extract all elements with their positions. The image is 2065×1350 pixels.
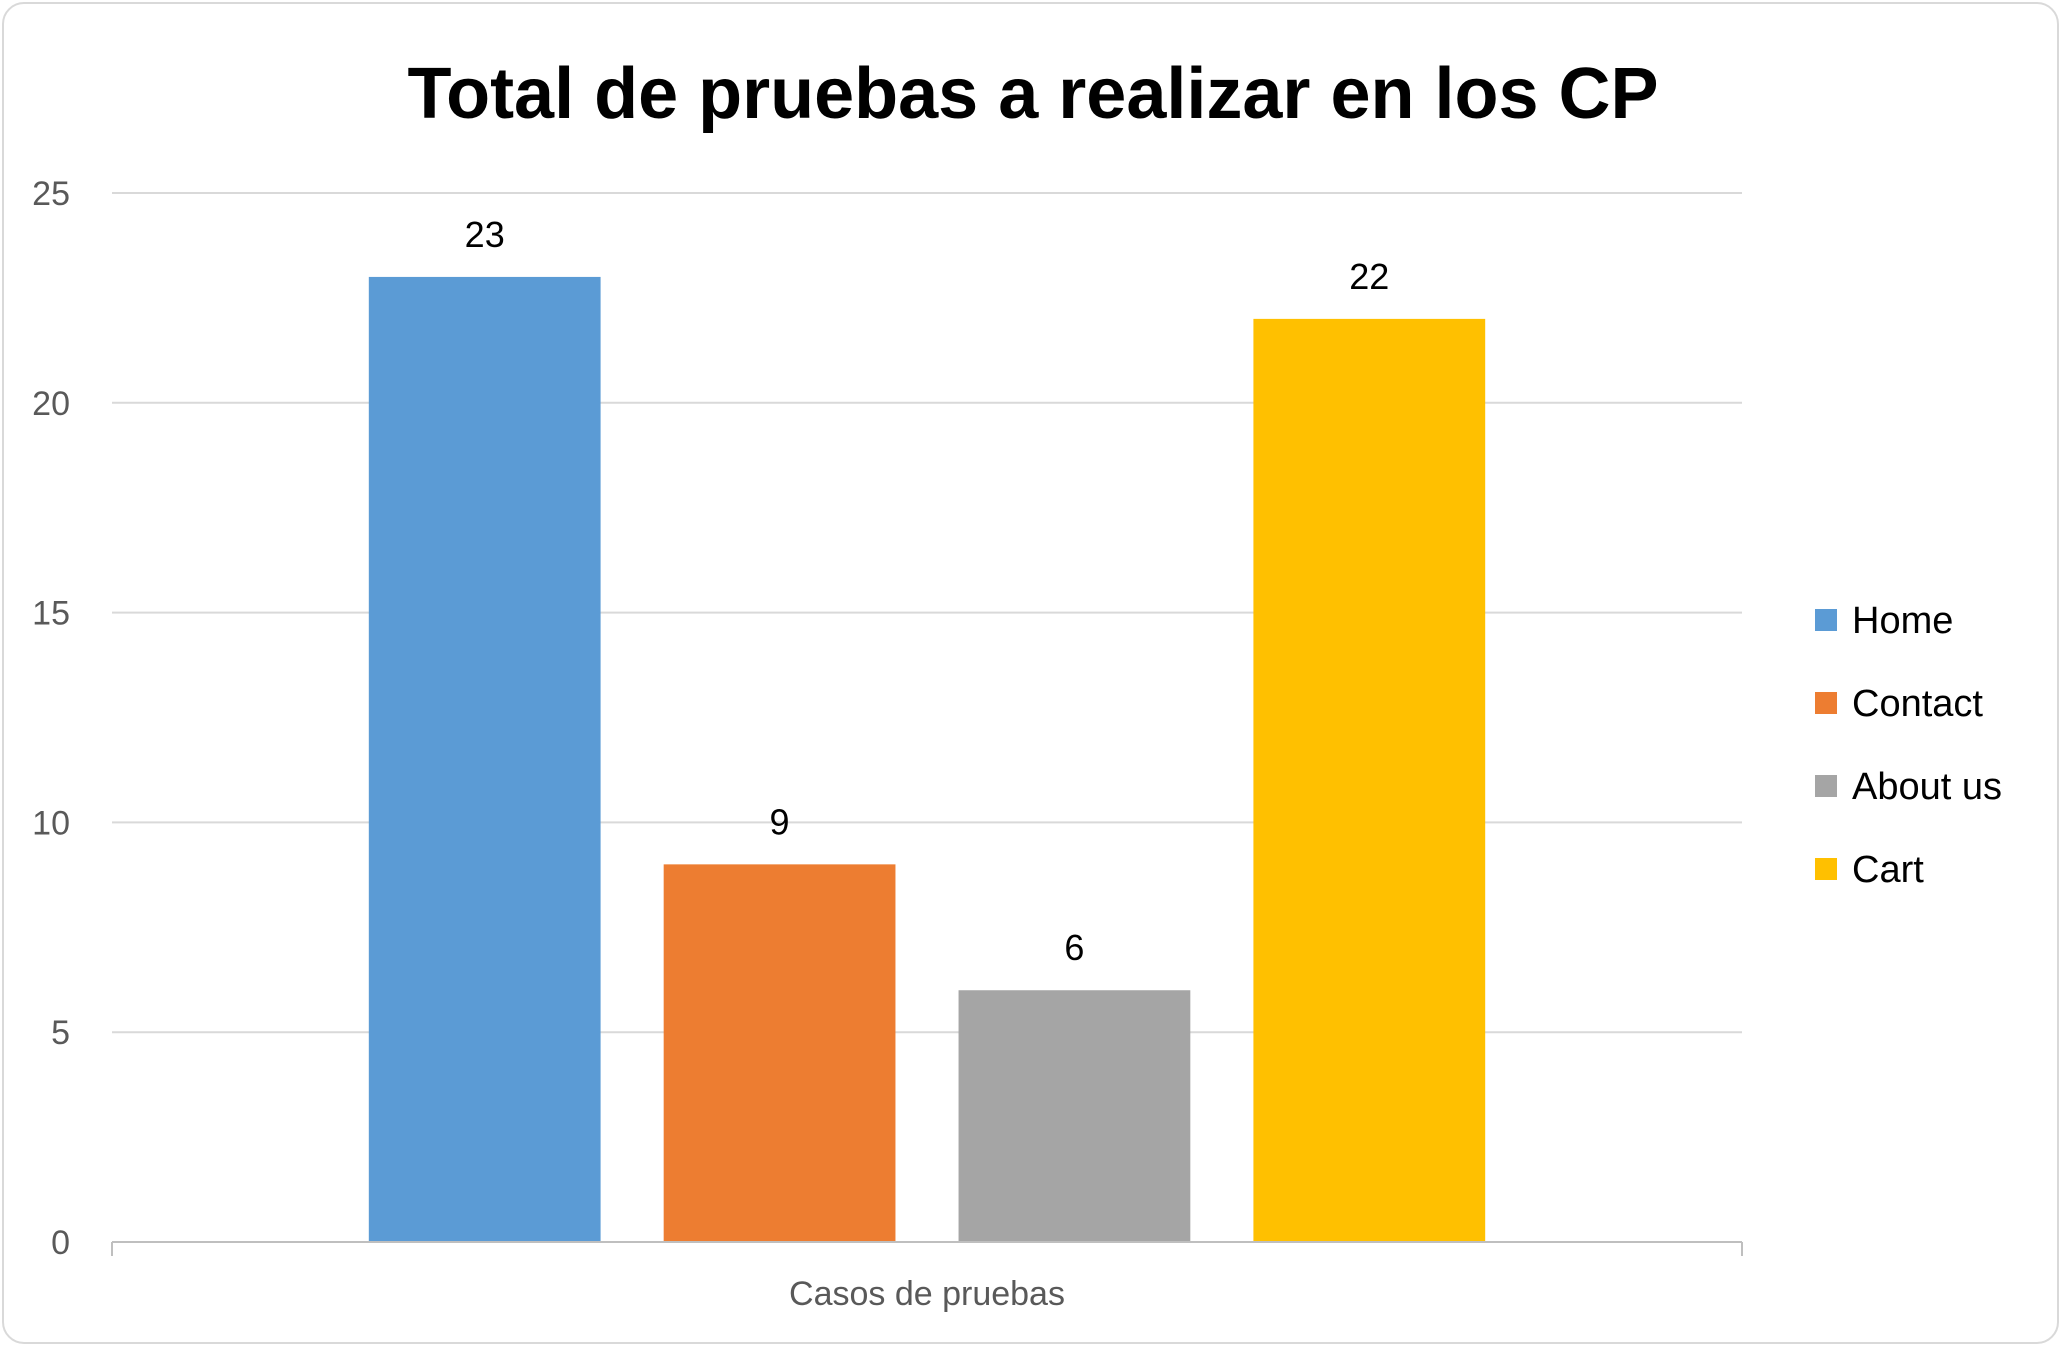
legend-label: Home	[1852, 600, 1953, 642]
legend-swatch	[1815, 609, 1837, 631]
bar-cart	[1253, 318, 1486, 1242]
gridlines	[112, 192, 1742, 1034]
data-label: 23	[465, 214, 505, 255]
data-label: 22	[1349, 256, 1389, 297]
legend-label: Cart	[1852, 849, 1924, 891]
y-tick-label: 20	[32, 385, 70, 423]
y-tick-label: 0	[51, 1224, 70, 1262]
bar-contact	[663, 864, 896, 1242]
data-labels: 23 9 6 22	[465, 214, 1390, 968]
bar-home	[368, 276, 601, 1242]
y-axis-ticks: 0 5 10 15 20 25	[32, 175, 70, 1262]
bar-about-us	[958, 990, 1191, 1242]
data-label: 9	[770, 801, 790, 842]
legend-swatch	[1815, 858, 1837, 880]
legend-label: Contact	[1852, 683, 1983, 725]
legend-swatch	[1815, 692, 1837, 714]
y-tick-label: 15	[32, 595, 70, 633]
x-axis-title: Casos de pruebas	[789, 1275, 1065, 1313]
y-tick-label: 25	[32, 175, 70, 213]
y-tick-label: 10	[32, 804, 70, 842]
bars	[368, 276, 1486, 1242]
legend-label: About us	[1852, 766, 2002, 808]
x-axis	[111, 1241, 1743, 1256]
chart-title: Total de pruebas a realizar en los CP	[407, 54, 1658, 134]
data-label: 6	[1064, 927, 1084, 968]
y-tick-label: 5	[51, 1014, 70, 1052]
legend: Home Contact About us Cart	[1815, 600, 2002, 891]
legend-swatch	[1815, 775, 1837, 797]
